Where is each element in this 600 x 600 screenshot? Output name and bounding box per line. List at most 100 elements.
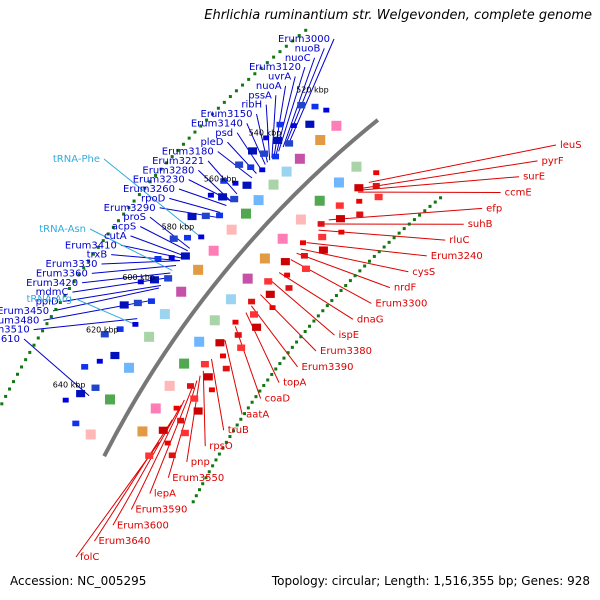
label-connector — [318, 229, 446, 241]
plus-gene — [180, 252, 190, 260]
gene-feature-block — [351, 161, 362, 172]
tick-dot — [82, 266, 86, 270]
label-connector — [362, 160, 538, 189]
tick-dot — [165, 161, 169, 165]
gene-feature-block — [331, 120, 342, 131]
gene-label: Erum3000 — [278, 34, 330, 45]
gene-labels: Erum3000nuoBnuoCErum3120uvrAnuoApssAribH… — [0, 34, 582, 563]
gene-feature-block — [315, 135, 326, 146]
tick-dot — [106, 232, 110, 236]
tick-dot — [278, 362, 282, 366]
gene-label: Erum3450 — [0, 306, 49, 317]
label-connector — [234, 326, 262, 399]
minus-gene — [145, 452, 154, 459]
tick-dot — [63, 293, 67, 297]
minus-gene — [354, 184, 364, 192]
minus-gene — [208, 387, 215, 393]
tick-dot — [312, 319, 316, 323]
label-connector — [52, 287, 160, 312]
tick-dot — [290, 345, 294, 349]
tick-dot — [197, 488, 201, 492]
tick-dot — [187, 136, 191, 140]
tick-dot — [214, 458, 218, 462]
minus-gene — [300, 253, 308, 259]
tick-dot — [116, 219, 120, 223]
tick-dot — [299, 335, 303, 339]
gene-feature-block — [194, 336, 205, 347]
plus-gene — [81, 364, 89, 370]
minus-gene — [203, 373, 213, 381]
tick-dot — [297, 34, 301, 38]
tick-dot — [241, 83, 245, 87]
tick-dot — [247, 77, 251, 81]
tick-dot — [286, 351, 290, 355]
label-connector — [91, 265, 177, 274]
kbp-label: 580 kbp — [162, 222, 195, 231]
tick-dot — [159, 167, 163, 171]
plus-gene — [218, 193, 228, 201]
label-connector — [360, 176, 520, 191]
gene-feature-block — [277, 233, 288, 244]
label-connector — [278, 272, 354, 320]
plus-gene — [116, 326, 124, 332]
minus-gene — [318, 246, 328, 254]
tick-dot — [54, 308, 58, 312]
gene-label: Erum3300 — [375, 298, 427, 309]
minus-gene — [200, 360, 209, 368]
tick-dot — [232, 429, 236, 433]
label-connector — [328, 207, 483, 221]
tick-dot — [210, 112, 214, 116]
gene-feature-block — [240, 208, 251, 219]
tick-dot — [367, 259, 371, 263]
minus-gene — [168, 452, 176, 459]
tick-dot — [205, 118, 209, 122]
minus-gene — [335, 215, 345, 223]
plus-gene — [184, 234, 192, 241]
label-connector — [250, 305, 298, 368]
gene-label: ribH — [241, 100, 262, 111]
gene-label: efp — [486, 203, 502, 214]
plus-gene — [119, 301, 129, 309]
gene-label: Erum3410 — [65, 240, 117, 251]
minus-gene — [335, 202, 344, 209]
kbp-label: 640 kbp — [53, 380, 86, 389]
tick-dot — [246, 406, 250, 410]
gene-label: acpS — [112, 222, 136, 233]
tick-dot — [137, 193, 141, 197]
plus-gene — [169, 235, 178, 242]
gene-label: Erum3221 — [152, 156, 204, 167]
plus-gene — [132, 321, 139, 327]
tick-dot — [176, 148, 180, 152]
gene-label: aatA — [246, 409, 269, 420]
tick-dot — [254, 395, 258, 399]
plus-gene — [323, 107, 330, 113]
tick-dot — [24, 358, 28, 362]
tick-dot — [295, 340, 299, 344]
label-connector — [23, 338, 90, 397]
label-connector — [186, 375, 201, 462]
tick-dot — [291, 39, 295, 43]
gene-feature-block — [176, 286, 187, 297]
label-connector — [75, 441, 160, 558]
tick-dot — [191, 500, 195, 504]
tick-dot — [363, 264, 367, 268]
minus-gene — [284, 272, 291, 278]
gene-label: Erum3180 — [162, 147, 214, 158]
tick-dot — [204, 476, 208, 480]
label-connector — [89, 228, 173, 271]
label-connector — [368, 144, 557, 183]
label-connector — [111, 254, 180, 262]
tick-dot — [321, 309, 325, 313]
tick-dot — [181, 142, 185, 146]
label-connector — [245, 312, 280, 383]
plus-gene — [96, 358, 103, 364]
tick-dot — [154, 173, 158, 177]
gene-label: pleD — [200, 137, 223, 148]
tick-dot — [353, 274, 357, 278]
tick-dot — [68, 286, 72, 290]
tick-dot — [194, 494, 198, 498]
gene-label: Erum3640 — [98, 536, 150, 547]
plus-gene — [91, 384, 100, 391]
genome-title: Ehrlichia ruminantium str. Welgevonden, … — [204, 8, 592, 23]
